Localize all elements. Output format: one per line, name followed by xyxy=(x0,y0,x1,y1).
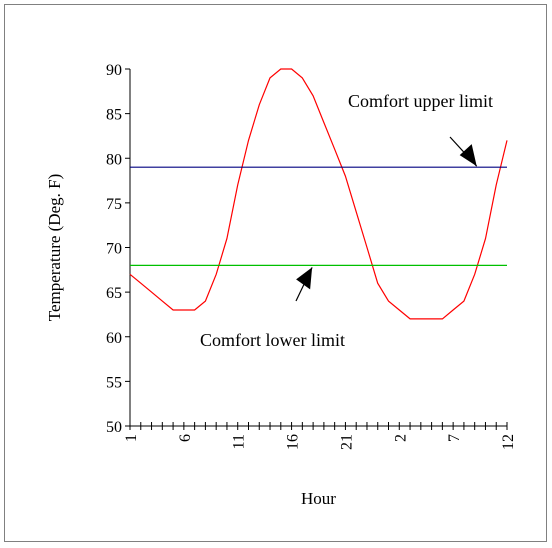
x-tick-label: 2 xyxy=(392,434,409,442)
chart-frame xyxy=(4,4,547,542)
y-tick-label: 60 xyxy=(106,330,122,347)
y-tick-label: 55 xyxy=(106,374,122,391)
x-tick-label: 21 xyxy=(338,434,355,450)
x-axis-title: Hour xyxy=(301,489,336,508)
y-tick-label: 75 xyxy=(106,196,122,213)
y-tick-label: 80 xyxy=(106,151,122,168)
x-tick-label: 16 xyxy=(285,434,302,450)
y-tick-label: 50 xyxy=(106,419,122,436)
x-tick-label: 6 xyxy=(177,434,194,442)
x-tick-label: 12 xyxy=(500,434,517,450)
y-tick-label: 65 xyxy=(106,285,122,302)
series-layer xyxy=(129,68,508,320)
y-tick-label: 90 xyxy=(106,62,122,79)
x-tick-label: 1 xyxy=(123,434,140,442)
upper-limit-label: Comfort upper limit xyxy=(348,91,493,111)
lower-limit-label: Comfort lower limit xyxy=(200,330,345,350)
annotation-layer: Comfort upper limit Comfort lower limit xyxy=(200,91,493,350)
temperature-line xyxy=(129,68,508,320)
x-tick-label: 7 xyxy=(446,434,463,442)
x-tick-label: 11 xyxy=(231,434,248,449)
lower-limit-arrowhead xyxy=(296,267,313,290)
upper-limit-arrowhead xyxy=(459,144,477,167)
y-axis-title: Temperature (Deg. F) xyxy=(45,174,64,322)
y-tick-label: 70 xyxy=(106,241,122,258)
y-tick-label: 85 xyxy=(106,107,122,124)
